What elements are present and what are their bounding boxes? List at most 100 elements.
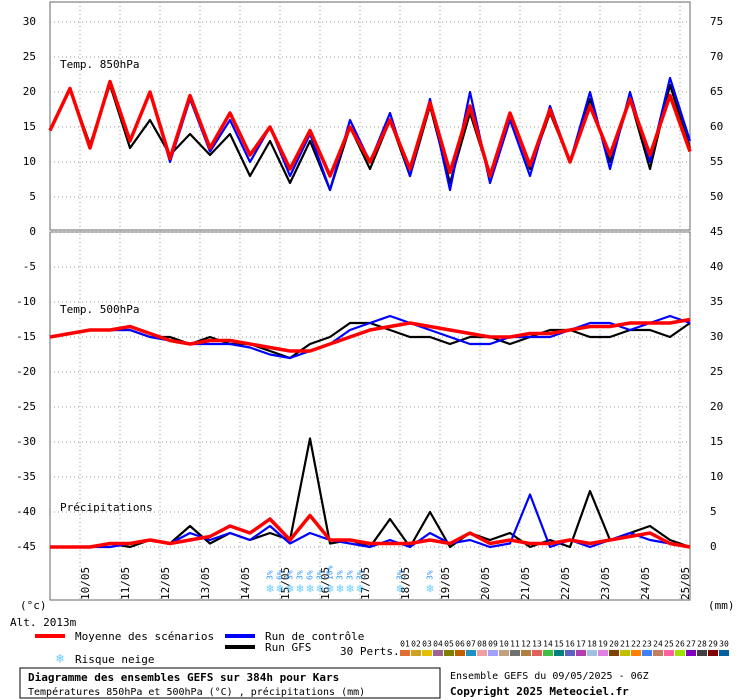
member-swatch bbox=[719, 650, 729, 656]
y2-tick-label: 50 bbox=[710, 190, 723, 203]
y2-tick-label: 25 bbox=[710, 365, 723, 378]
member-label: 12 bbox=[521, 640, 531, 649]
subtitle: Températures 850hPa et 500hPa (°C) , pré… bbox=[28, 686, 365, 698]
snow-risk-label: 6% bbox=[276, 570, 285, 580]
panel-label: Précipitations bbox=[60, 501, 153, 514]
x-tick-label: 12/05 bbox=[159, 567, 172, 600]
legend-label: Run de contrôle bbox=[265, 630, 364, 643]
snow-risk-label: 3% bbox=[296, 570, 305, 580]
member-label: 28 bbox=[697, 640, 707, 649]
y-tick-label: 10 bbox=[23, 155, 36, 168]
y-tick-label: -5 bbox=[23, 260, 36, 273]
member-swatch bbox=[488, 650, 498, 656]
x-tick-label: 16/05 bbox=[319, 567, 332, 600]
member-swatch bbox=[576, 650, 586, 656]
x-tick-label: 22/05 bbox=[559, 567, 572, 600]
y-tick-label: 25 bbox=[23, 50, 36, 63]
panel-top bbox=[49, 1, 691, 231]
member-label: 17 bbox=[576, 640, 586, 649]
member-swatch bbox=[532, 650, 542, 656]
snow-risk-label: 3% bbox=[316, 570, 325, 580]
member-swatch bbox=[620, 650, 630, 656]
x-tick-label: 15/05 bbox=[279, 567, 292, 600]
snow-icon: ❄ bbox=[306, 582, 313, 596]
member-swatch bbox=[587, 650, 597, 656]
member-label: 30 bbox=[719, 640, 729, 649]
member-label: 22 bbox=[631, 640, 641, 649]
snow-icon: ❄ bbox=[326, 582, 333, 596]
snow-risk-label: 3% bbox=[336, 570, 345, 580]
member-label: 24 bbox=[653, 640, 663, 649]
y2-tick-label: 30 bbox=[710, 330, 723, 343]
member-label: 02 bbox=[411, 640, 421, 649]
x-tick-label: 11/05 bbox=[119, 567, 132, 600]
member-swatch bbox=[609, 650, 619, 656]
snow-icon: ❄ bbox=[426, 582, 433, 596]
legend-label: Moyenne des scénarios bbox=[75, 630, 214, 643]
member-swatch bbox=[697, 650, 707, 656]
y2-tick-label: 45 bbox=[710, 225, 723, 238]
legend-label: Run GFS bbox=[265, 641, 311, 654]
y2-tick-label: 35 bbox=[710, 295, 723, 308]
member-label: 13 bbox=[532, 640, 542, 649]
copyright: Copyright 2025 Meteociel.fr bbox=[450, 685, 629, 698]
member-swatch bbox=[708, 650, 718, 656]
y2-tick-label: 65 bbox=[710, 85, 723, 98]
title-box bbox=[19, 667, 441, 699]
member-swatch bbox=[510, 650, 520, 656]
snow-risk-label: 3% bbox=[426, 570, 435, 580]
y2-tick-label: 20 bbox=[710, 400, 723, 413]
member-label: 07 bbox=[466, 640, 476, 649]
y-tick-label: 5 bbox=[29, 190, 36, 203]
member-label: 25 bbox=[664, 640, 674, 649]
snow-risk-label: 3% bbox=[356, 570, 365, 580]
snow-risk-label: 3% bbox=[396, 570, 405, 580]
member-swatch bbox=[444, 650, 454, 656]
member-label: 18 bbox=[587, 640, 597, 649]
member-label: 11 bbox=[510, 640, 520, 649]
snow-icon: ❄ bbox=[286, 582, 293, 596]
snow-risk-label: 3% bbox=[346, 570, 355, 580]
y-tick-label: -45 bbox=[16, 540, 36, 553]
x-tick-label: 10/05 bbox=[79, 567, 92, 600]
member-label: 04 bbox=[433, 640, 443, 649]
member-swatch bbox=[565, 650, 575, 656]
snow-risk-label: 3% bbox=[286, 570, 295, 580]
series-line bbox=[49, 76, 692, 192]
member-label: 21 bbox=[620, 640, 630, 649]
x-tick-label: 20/05 bbox=[479, 567, 492, 600]
member-label: 19 bbox=[598, 640, 608, 649]
member-swatch bbox=[422, 650, 432, 656]
member-label: 20 bbox=[609, 640, 619, 649]
y2-tick-label: 40 bbox=[710, 260, 723, 273]
member-swatch bbox=[455, 650, 465, 656]
member-swatch bbox=[466, 650, 476, 656]
y-tick-label: 15 bbox=[23, 120, 36, 133]
member-swatch bbox=[675, 650, 685, 656]
member-label: 15 bbox=[554, 640, 564, 649]
member-label: 01 bbox=[400, 640, 410, 649]
snow-icon: ❄ bbox=[316, 582, 323, 596]
run-info: Ensemble GEFS du 09/05/2025 - 06Z bbox=[450, 671, 649, 682]
y-tick-label: 30 bbox=[23, 15, 36, 28]
member-label: 10 bbox=[499, 640, 509, 649]
snow-icon: ❄ bbox=[346, 582, 353, 596]
panel-label: Temp. 500hPa bbox=[60, 303, 139, 316]
unit-left: (°c) bbox=[20, 599, 47, 612]
member-swatch bbox=[499, 650, 509, 656]
snow-icon: ❄ bbox=[296, 582, 303, 596]
y2-tick-label: 60 bbox=[710, 120, 723, 133]
y-tick-label: -35 bbox=[16, 470, 36, 483]
legend-label: Risque neige bbox=[75, 653, 154, 666]
member-swatch bbox=[653, 650, 663, 656]
y-tick-label: -25 bbox=[16, 400, 36, 413]
x-tick-label: 23/05 bbox=[599, 567, 612, 600]
x-tick-label: 19/05 bbox=[439, 567, 452, 600]
x-tick-label: 24/05 bbox=[639, 567, 652, 600]
snow-icon: ❄ bbox=[55, 652, 64, 667]
member-label: 14 bbox=[543, 640, 553, 649]
y2-tick-label: 10 bbox=[710, 470, 723, 483]
y-tick-label: -20 bbox=[16, 365, 36, 378]
member-label: 29 bbox=[708, 640, 718, 649]
